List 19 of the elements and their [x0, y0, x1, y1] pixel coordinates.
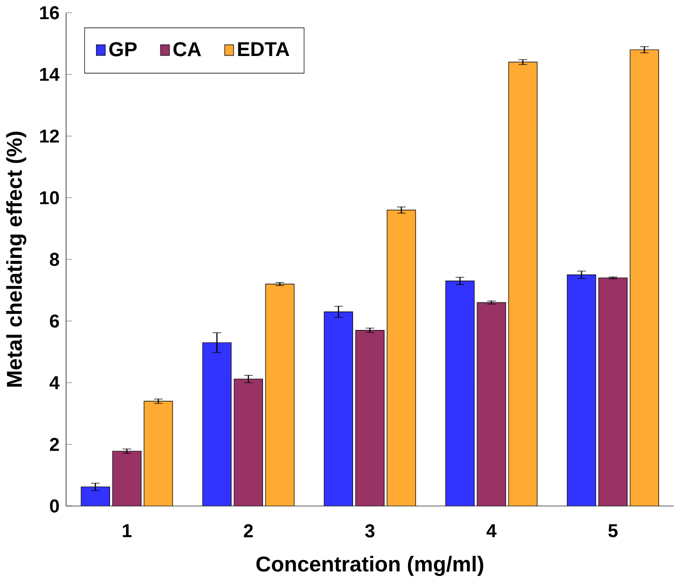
y-tick-label: 2 — [50, 438, 59, 451]
y-tick-label: 6 — [50, 314, 59, 328]
legend-label: EDTA — [238, 42, 290, 56]
x-tick-label: 4 — [486, 524, 497, 538]
y-axis-title: Metal chelating effect (%) — [6, 132, 26, 387]
y-tick-label: 4 — [50, 376, 60, 390]
legend-label: CA — [173, 42, 201, 56]
y-tick-label: 16 — [40, 6, 59, 20]
x-tick-label: 2 — [244, 524, 253, 538]
y-tick-label: 8 — [50, 252, 60, 266]
y-tick-label: 10 — [40, 191, 59, 204]
x-tick-label: 3 — [365, 524, 374, 538]
x-tick-label: 5 — [608, 524, 618, 538]
legend-label: GP — [109, 42, 137, 56]
x-tick-label: 1 — [122, 524, 132, 538]
y-tick-label: 12 — [40, 130, 59, 142]
x-axis-title: Concentration (mg/ml) — [256, 556, 484, 576]
y-tick-label: 0 — [50, 499, 59, 512]
y-tick-label: 14 — [40, 68, 60, 81]
